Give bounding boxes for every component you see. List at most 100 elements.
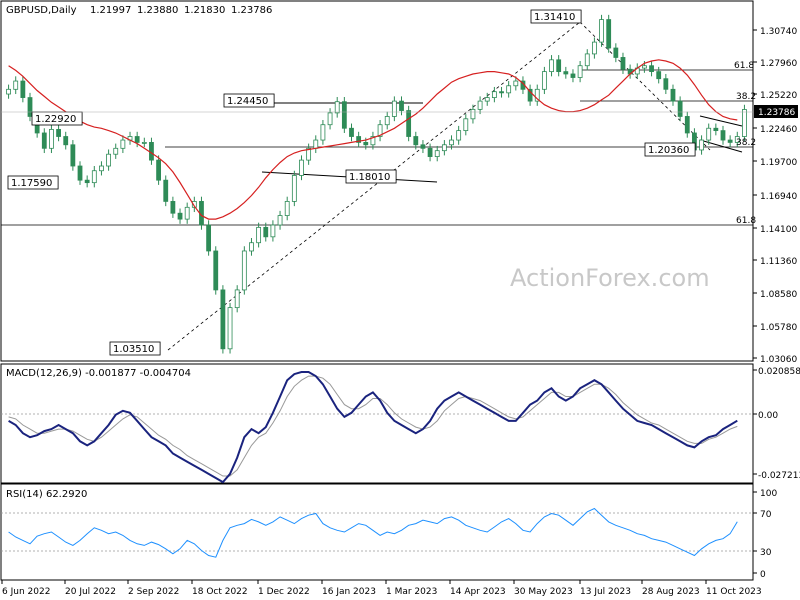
candle <box>284 196 290 221</box>
projection-dashed-line <box>167 21 581 351</box>
candle-body <box>163 179 169 202</box>
candle <box>77 161 83 185</box>
candle <box>234 285 240 313</box>
fib-label: 61.8 <box>736 216 756 226</box>
candle-body <box>270 224 276 238</box>
candle <box>299 155 304 181</box>
candle-body <box>434 150 440 157</box>
current-price-label: 1.23786 <box>758 108 795 118</box>
candle-body <box>706 127 712 141</box>
candle-body <box>513 80 519 87</box>
candle-body <box>720 130 726 141</box>
fib-label: 38.2 <box>736 92 756 102</box>
candle-body <box>599 19 604 43</box>
price-label: 1.22920 <box>31 111 83 126</box>
x-tick-label: 20 Jul 2022 <box>65 587 116 597</box>
candle <box>499 86 504 98</box>
candle <box>220 285 226 354</box>
candle-body <box>249 242 254 252</box>
candle <box>384 111 390 130</box>
ohlc-open: 1.21997 <box>90 5 131 16</box>
candle-body <box>663 78 669 90</box>
candle <box>441 140 447 156</box>
candle-body <box>699 139 704 151</box>
candle <box>556 55 562 77</box>
price-label-text: 1.18010 <box>349 172 390 183</box>
candle <box>570 69 576 83</box>
candle <box>277 210 283 230</box>
candle-body <box>13 80 19 90</box>
candle <box>649 60 654 77</box>
candle-body <box>427 147 433 157</box>
candle-body <box>341 101 347 129</box>
candle-body <box>49 129 54 149</box>
candle <box>263 222 269 242</box>
candle <box>370 131 376 150</box>
watermark: ActionForex.com <box>510 264 710 292</box>
price-label-box <box>644 142 696 157</box>
channel-lower-line <box>699 139 743 153</box>
y-tick-label: 100 <box>760 489 777 499</box>
y-tick-label: 0 <box>760 570 766 580</box>
macd-series <box>8 371 738 484</box>
candle <box>449 135 454 150</box>
macd-title: MACD(12,26,9) -0.001877 -0.004704 <box>6 368 191 379</box>
candle-body <box>477 100 483 110</box>
candle <box>334 96 340 118</box>
candle <box>720 125 726 145</box>
candle-body <box>206 224 212 252</box>
price-label: 1.24450 <box>223 93 275 108</box>
candle-body <box>591 41 597 55</box>
candle-body <box>527 88 533 102</box>
candle <box>170 196 176 218</box>
macd-panel-frame <box>0 363 754 484</box>
y-tick-label: 1.19700 <box>760 158 797 168</box>
candle <box>84 175 90 188</box>
candle <box>177 208 183 224</box>
price-label-box <box>7 175 59 190</box>
candle <box>420 140 426 154</box>
candle-body <box>299 159 304 176</box>
y-tick-label: 1.14100 <box>760 225 797 235</box>
price-label-text: 1.03510 <box>113 344 154 355</box>
candle <box>513 76 519 91</box>
ohlc-low: 1.21830 <box>184 5 225 16</box>
candle-body <box>349 127 354 137</box>
candle <box>241 246 247 295</box>
candle-body <box>406 110 412 137</box>
y-tick-label: 1.08580 <box>760 290 797 300</box>
candle-body <box>313 139 319 149</box>
candle <box>591 37 597 59</box>
price-label-box <box>345 169 397 184</box>
candle-body <box>277 215 283 226</box>
candle-body <box>256 226 262 244</box>
candle <box>249 237 254 256</box>
candle-body <box>284 201 290 216</box>
candle <box>49 124 54 154</box>
candle-body <box>334 101 340 114</box>
candle-body <box>570 73 576 78</box>
candle <box>656 66 662 84</box>
candle-body <box>399 100 404 111</box>
candle-body <box>377 124 383 137</box>
candle <box>41 128 47 154</box>
rsi-panel-frame <box>0 483 754 581</box>
x-tick-label: 18 Oct 2022 <box>192 587 248 597</box>
x-tick-label: 28 Aug 2023 <box>642 587 700 597</box>
candle-body <box>584 53 590 67</box>
candle-body <box>670 88 676 102</box>
candle <box>120 135 126 154</box>
rsi-title: RSI(14) 62.2920 <box>6 489 87 500</box>
candle <box>670 84 676 106</box>
y-tick-label: 70 <box>760 510 772 520</box>
candle-body <box>27 97 33 117</box>
price-label-box <box>530 9 582 24</box>
price-label-text: 1.24450 <box>227 96 268 107</box>
candle-body <box>291 175 297 202</box>
ohlc-close: 1.23786 <box>231 5 272 16</box>
candle-body <box>656 71 662 80</box>
candle <box>491 86 497 103</box>
y-tick-label: 30 <box>760 548 772 558</box>
current-price-box <box>754 105 798 118</box>
